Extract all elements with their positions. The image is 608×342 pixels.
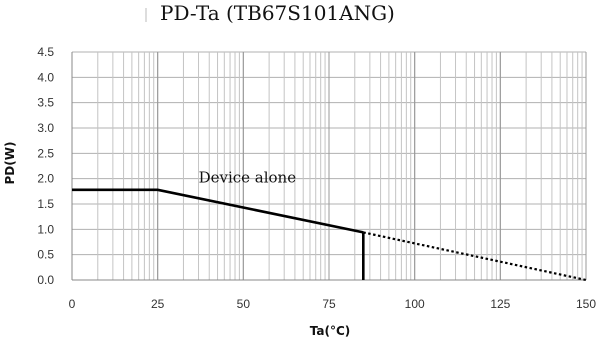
tick-labels: 0.0 0.5 1.0 1.5 2.0 2.5 3.0 3.5 4.0 4.5 0 25 50 75 100… [37, 45, 596, 311]
series-line-0 [72, 188, 364, 234]
x-tick-label-0: 0 [69, 297, 76, 311]
y-tick-label-6: 3.0 [37, 121, 54, 135]
y-tick-label-4: 2.0 [37, 172, 54, 186]
y-tick-label-0: 0.0 [37, 273, 54, 287]
x-tick-label-1: 25 [151, 297, 165, 311]
x-tick-label-5: 125 [490, 297, 510, 311]
y-tick-label-8: 4.0 [37, 70, 54, 84]
x-tick-label-2: 50 [237, 297, 251, 311]
y-tick-label-7: 3.5 [37, 96, 54, 110]
y-tick-label-9: 4.5 [37, 45, 54, 59]
y-tick-label-5: 2.5 [37, 146, 54, 160]
y-tick-label-1: 0.5 [37, 248, 54, 262]
grid [71, 51, 587, 281]
y-tick-label-3: 1.5 [37, 197, 54, 211]
x-tick-label-6: 150 [576, 297, 596, 311]
x-tick-label-4: 100 [405, 297, 425, 311]
annotation-device-alone: Device alone [199, 169, 297, 187]
x-tick-label-3: 75 [322, 297, 336, 311]
series [72, 188, 587, 282]
x-axis-label: Ta(°C) [310, 324, 351, 338]
y-tick-label-2: 1.0 [37, 222, 54, 236]
chart-title: PD-Ta (TB67S101ANG) [160, 1, 395, 25]
y-axis-label: PD(W) [3, 142, 17, 185]
